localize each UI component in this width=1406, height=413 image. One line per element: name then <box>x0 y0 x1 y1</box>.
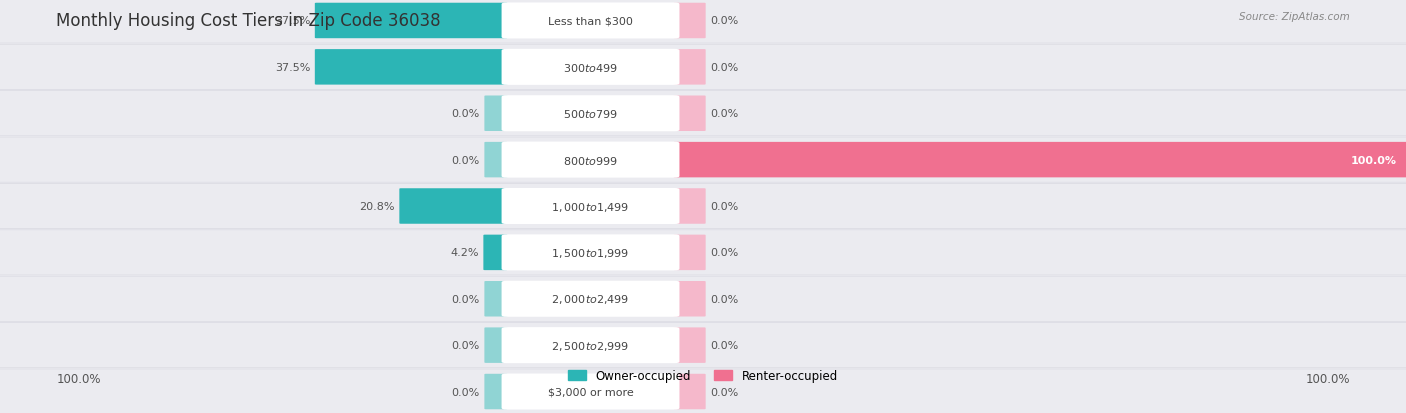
FancyBboxPatch shape <box>0 0 1406 44</box>
Text: $1,000 to $1,499: $1,000 to $1,499 <box>551 200 630 213</box>
FancyBboxPatch shape <box>0 184 1406 229</box>
Text: 0.0%: 0.0% <box>451 294 479 304</box>
Text: Less than $300: Less than $300 <box>548 17 633 26</box>
FancyBboxPatch shape <box>502 96 679 132</box>
FancyBboxPatch shape <box>673 50 706 85</box>
FancyBboxPatch shape <box>673 328 706 363</box>
Text: $500 to $799: $500 to $799 <box>562 108 619 120</box>
FancyBboxPatch shape <box>0 276 1406 322</box>
FancyBboxPatch shape <box>485 96 508 132</box>
Text: 37.5%: 37.5% <box>274 63 311 73</box>
Text: $2,000 to $2,499: $2,000 to $2,499 <box>551 292 630 306</box>
Text: 0.0%: 0.0% <box>710 340 738 350</box>
Text: $800 to $999: $800 to $999 <box>562 154 619 166</box>
FancyBboxPatch shape <box>0 138 1406 183</box>
Text: Monthly Housing Cost Tiers in Zip Code 36038: Monthly Housing Cost Tiers in Zip Code 3… <box>56 12 441 30</box>
Text: $1,500 to $1,999: $1,500 to $1,999 <box>551 246 630 259</box>
FancyBboxPatch shape <box>502 142 679 178</box>
Text: 20.8%: 20.8% <box>360 202 395 211</box>
Text: 0.0%: 0.0% <box>451 387 479 396</box>
FancyBboxPatch shape <box>315 50 508 85</box>
FancyBboxPatch shape <box>502 50 679 85</box>
FancyBboxPatch shape <box>673 281 706 317</box>
FancyBboxPatch shape <box>673 4 706 39</box>
Text: 37.5%: 37.5% <box>274 17 311 26</box>
Text: 0.0%: 0.0% <box>451 155 479 165</box>
FancyBboxPatch shape <box>502 188 679 225</box>
Text: 4.2%: 4.2% <box>450 248 479 258</box>
FancyBboxPatch shape <box>502 281 679 317</box>
Text: 100.0%: 100.0% <box>1305 372 1350 385</box>
Text: 0.0%: 0.0% <box>710 387 738 396</box>
Text: 0.0%: 0.0% <box>710 63 738 73</box>
FancyBboxPatch shape <box>485 281 508 317</box>
FancyBboxPatch shape <box>502 328 679 363</box>
Text: $3,000 or more: $3,000 or more <box>548 387 633 396</box>
Text: 0.0%: 0.0% <box>710 109 738 119</box>
Text: Source: ZipAtlas.com: Source: ZipAtlas.com <box>1239 12 1350 22</box>
FancyBboxPatch shape <box>0 323 1406 368</box>
FancyBboxPatch shape <box>673 142 1406 178</box>
FancyBboxPatch shape <box>502 374 679 410</box>
FancyBboxPatch shape <box>0 369 1406 413</box>
Legend: Owner-occupied, Renter-occupied: Owner-occupied, Renter-occupied <box>568 369 838 382</box>
FancyBboxPatch shape <box>502 3 679 39</box>
FancyBboxPatch shape <box>315 4 508 39</box>
FancyBboxPatch shape <box>485 328 508 363</box>
FancyBboxPatch shape <box>673 235 706 271</box>
FancyBboxPatch shape <box>673 96 706 132</box>
Text: 0.0%: 0.0% <box>451 340 479 350</box>
Text: 0.0%: 0.0% <box>451 109 479 119</box>
Text: $2,500 to $2,999: $2,500 to $2,999 <box>551 339 630 352</box>
Text: 0.0%: 0.0% <box>710 17 738 26</box>
FancyBboxPatch shape <box>399 189 508 224</box>
FancyBboxPatch shape <box>0 91 1406 137</box>
Text: 0.0%: 0.0% <box>710 294 738 304</box>
Text: 0.0%: 0.0% <box>710 202 738 211</box>
Text: 0.0%: 0.0% <box>710 248 738 258</box>
FancyBboxPatch shape <box>673 189 706 224</box>
FancyBboxPatch shape <box>485 374 508 409</box>
FancyBboxPatch shape <box>0 45 1406 90</box>
Text: $300 to $499: $300 to $499 <box>562 62 619 74</box>
FancyBboxPatch shape <box>484 235 508 271</box>
FancyBboxPatch shape <box>485 142 508 178</box>
FancyBboxPatch shape <box>673 374 706 409</box>
Text: 100.0%: 100.0% <box>1351 155 1396 165</box>
Text: 100.0%: 100.0% <box>56 372 101 385</box>
FancyBboxPatch shape <box>502 235 679 271</box>
FancyBboxPatch shape <box>0 230 1406 275</box>
